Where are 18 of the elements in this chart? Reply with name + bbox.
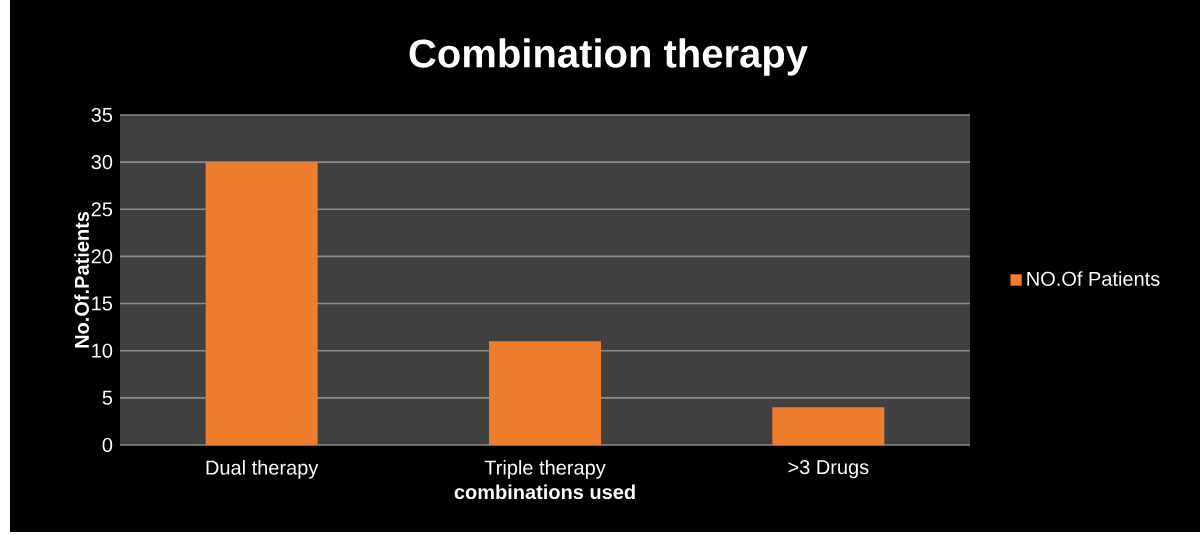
bar [489, 341, 601, 445]
y-tick-label: 30 [91, 155, 113, 170]
chart-title: Combination therapy [409, 38, 808, 76]
y-tick-label: 15 [92, 296, 113, 311]
y-tick-label: 35 [91, 107, 113, 123]
y-tick-label: 5 [102, 390, 113, 405]
y-tick-label: 20 [91, 249, 113, 264]
y-axis-title: No.Of.Patients [74, 211, 89, 348]
x-tick-label: Dual therapy [206, 460, 319, 479]
x-axis-title: combinations used [454, 484, 635, 500]
x-tick-label: Triple therapy [484, 460, 606, 479]
y-tick-label: 10 [92, 343, 113, 358]
legend-label: NO.Of Patients [1027, 271, 1160, 286]
bar [772, 407, 885, 445]
x-tick-label: >3 Drugs [788, 460, 869, 479]
y-tick-label: 0 [102, 437, 113, 453]
y-tick-label: 25 [91, 202, 113, 217]
bar [205, 162, 318, 445]
